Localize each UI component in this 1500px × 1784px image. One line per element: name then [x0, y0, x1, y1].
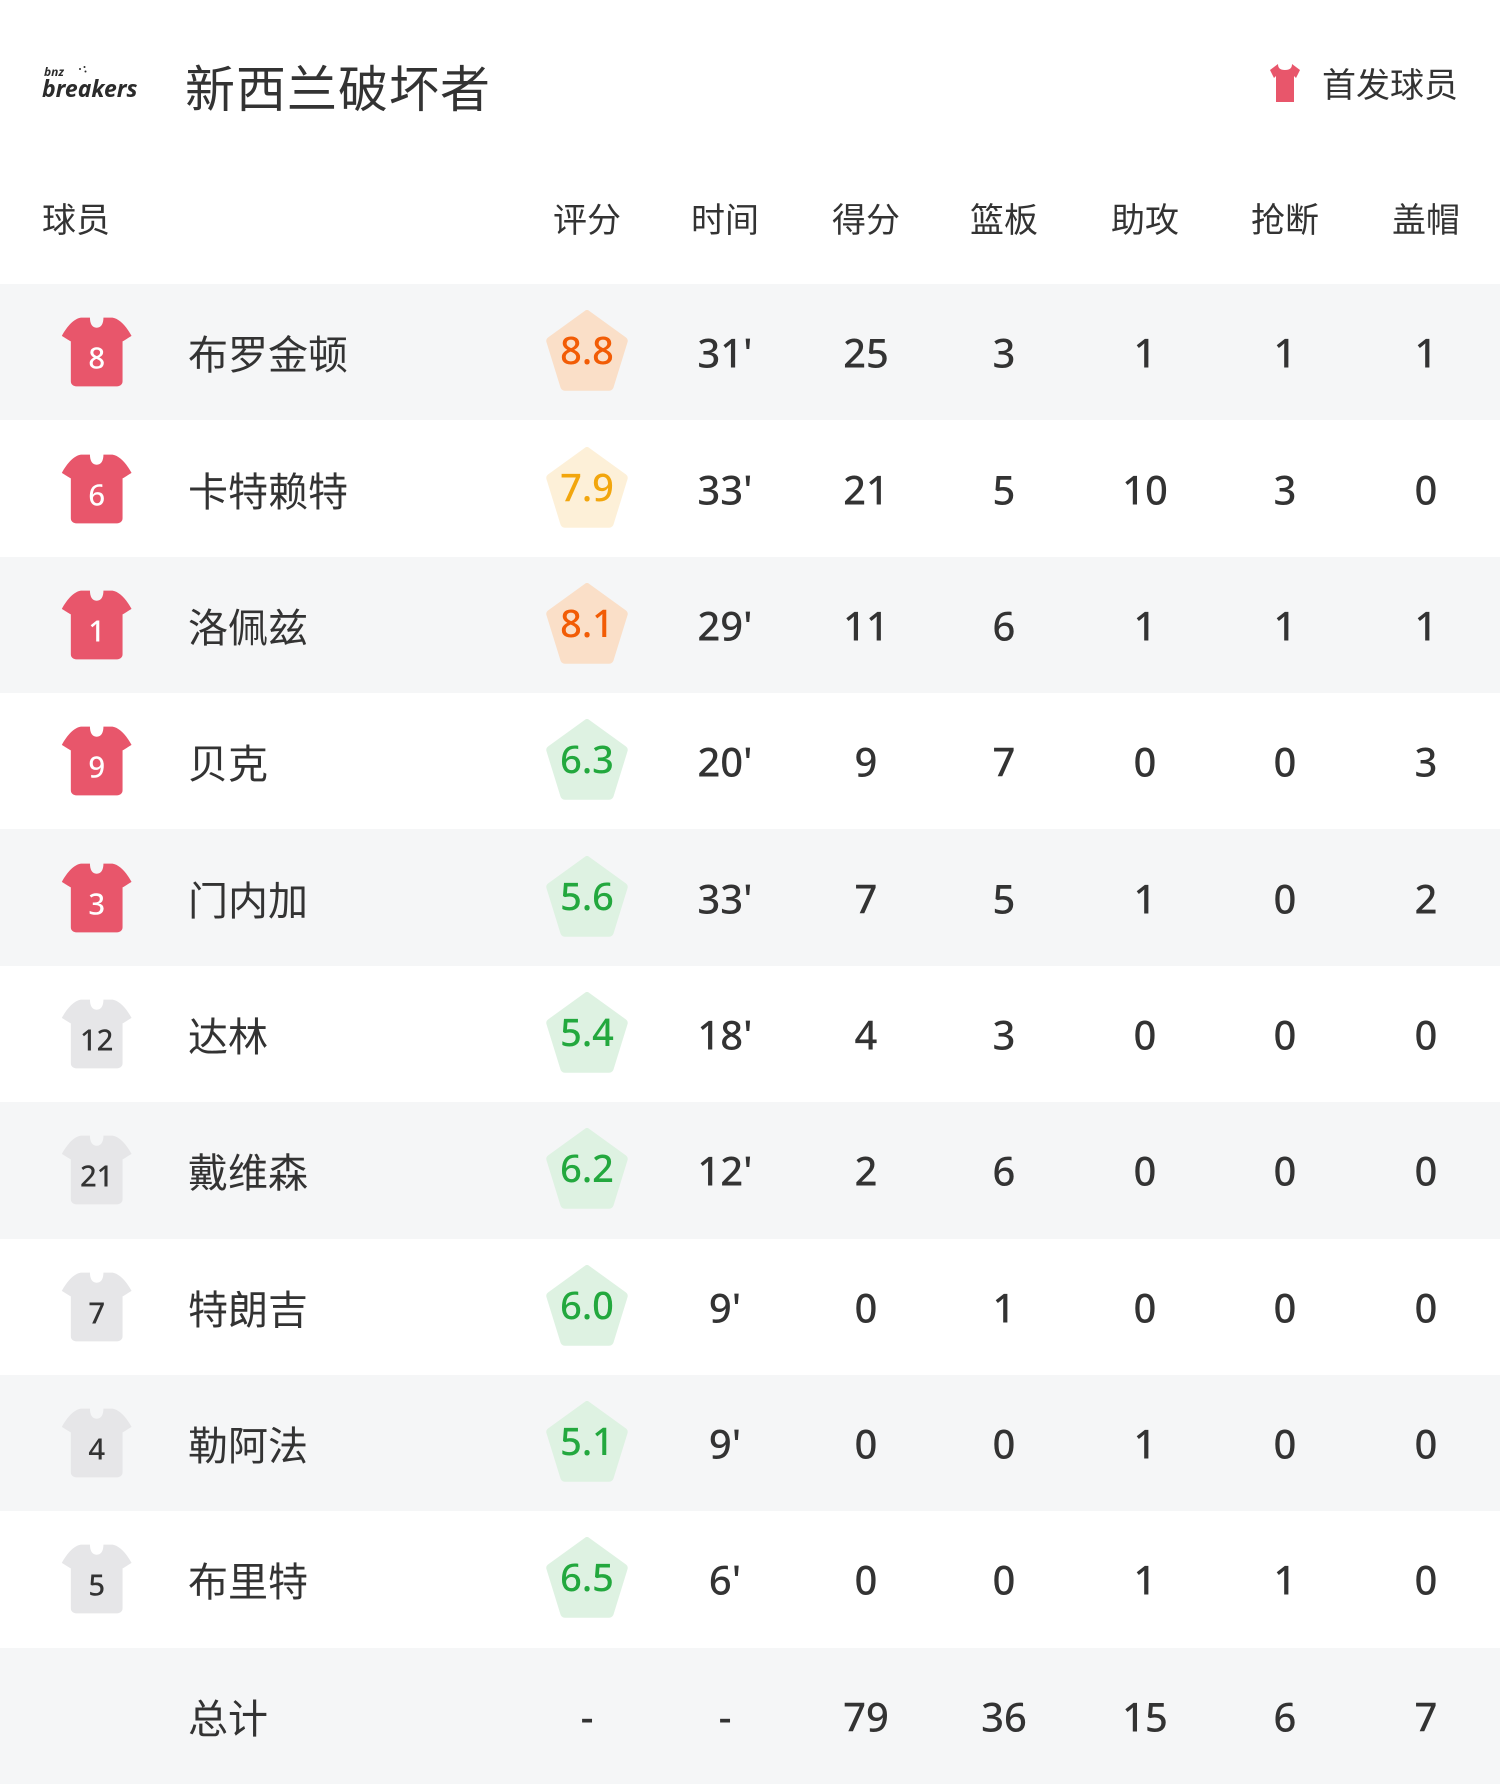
svg-text:6.2: 6.2 [560, 1142, 614, 1194]
svg-text:8: 8 [88, 338, 105, 378]
svg-text:21: 21 [80, 1156, 114, 1196]
svg-text:5.1: 5.1 [560, 1415, 614, 1467]
svg-text:9: 9 [88, 747, 105, 787]
svg-text:6.5: 6.5 [560, 1551, 614, 1603]
svg-text:7.9: 7.9 [560, 461, 614, 513]
svg-text:5.4: 5.4 [560, 1006, 614, 1058]
svg-text:6: 6 [88, 474, 105, 514]
svg-text:3: 3 [88, 883, 105, 923]
svg-text:12: 12 [80, 1020, 114, 1060]
svg-text:6.3: 6.3 [560, 733, 614, 785]
svg-text:5: 5 [88, 1565, 105, 1605]
svg-text:8.8: 8.8 [560, 324, 614, 376]
svg-text:8.1: 8.1 [560, 597, 614, 649]
svg-text:breakers: breakers [42, 72, 137, 101]
svg-text:5.6: 5.6 [560, 870, 614, 922]
svg-text:4: 4 [88, 1429, 105, 1469]
svg-text:6.0: 6.0 [560, 1279, 614, 1331]
svg-text:7: 7 [88, 1292, 105, 1332]
svg-text:1: 1 [88, 610, 105, 650]
